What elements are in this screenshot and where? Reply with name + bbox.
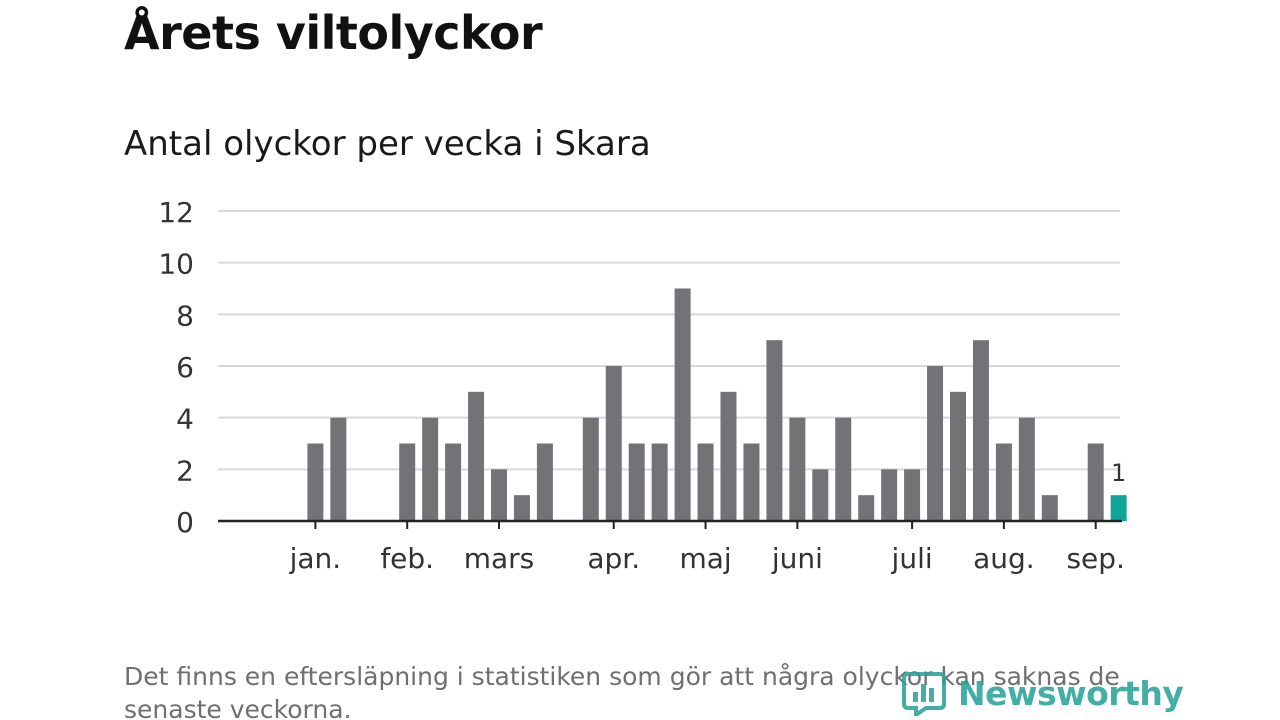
bar bbox=[835, 417, 852, 521]
bar bbox=[766, 340, 783, 521]
data-labels: 1 bbox=[1111, 459, 1126, 487]
y-axis-tick-labels: 0 2 4 6 8 10 12 bbox=[158, 196, 194, 539]
bar bbox=[582, 417, 599, 521]
x-axis: jan. feb. mars apr. maj juni juli aug. sep. bbox=[218, 519, 1125, 575]
bar bbox=[904, 469, 921, 521]
bar bbox=[536, 443, 553, 521]
bar bbox=[697, 443, 714, 521]
bar bbox=[950, 391, 966, 521]
bar bbox=[513, 495, 530, 521]
x-tick-label: mars bbox=[464, 542, 535, 575]
y-tick-label: 6 bbox=[176, 351, 194, 384]
page-title: Årets viltolyckor bbox=[124, 6, 543, 60]
bar bbox=[628, 443, 645, 521]
newsworthy-logo-icon bbox=[902, 672, 946, 716]
brand-name: Newsworthy bbox=[958, 673, 1184, 713]
bar bbox=[743, 443, 760, 521]
x-tick-label: juni bbox=[771, 542, 823, 575]
y-tick-label: 0 bbox=[176, 506, 194, 539]
bar bbox=[858, 495, 875, 521]
bar bbox=[972, 340, 989, 521]
bar bbox=[1018, 417, 1035, 521]
bar bbox=[445, 443, 462, 521]
bar bbox=[881, 469, 898, 521]
bar bbox=[720, 391, 737, 521]
x-tick-label: feb. bbox=[380, 542, 434, 575]
y-tick-label: 4 bbox=[176, 403, 194, 436]
x-tick-label: apr. bbox=[587, 542, 640, 575]
bar bbox=[307, 443, 324, 521]
y-tick-label: 12 bbox=[158, 196, 194, 229]
bar bbox=[422, 417, 439, 521]
gridlines bbox=[218, 210, 1120, 471]
newsworthy-logo: Newsworthy bbox=[902, 668, 1184, 718]
x-tick-label: juli bbox=[891, 542, 933, 575]
bar bbox=[1087, 443, 1104, 521]
x-tick-label: jan. bbox=[289, 542, 342, 575]
x-tick-label: aug. bbox=[973, 542, 1035, 575]
y-tick-label: 2 bbox=[176, 454, 194, 487]
bar bbox=[789, 417, 806, 521]
data-label: 1 bbox=[1111, 459, 1126, 487]
bar bbox=[812, 469, 829, 521]
bar bbox=[1041, 495, 1058, 521]
bar bbox=[927, 366, 944, 521]
highlight-bar bbox=[1110, 495, 1127, 521]
bar bbox=[468, 391, 485, 521]
bar bbox=[674, 288, 691, 521]
x-tick-label: sep. bbox=[1066, 542, 1125, 575]
bar bbox=[651, 443, 668, 521]
y-tick-label: 8 bbox=[176, 299, 194, 332]
y-tick-label: 10 bbox=[158, 248, 194, 281]
bar bbox=[399, 443, 416, 521]
bar bbox=[995, 443, 1012, 521]
bars bbox=[307, 288, 1127, 521]
bar bbox=[330, 417, 347, 521]
x-tick-label: maj bbox=[679, 542, 731, 575]
chart-subtitle: Antal olyckor per vecka i Skara bbox=[124, 124, 651, 164]
bar bbox=[491, 469, 507, 521]
bar bbox=[605, 366, 622, 521]
footnote: Det finns en eftersläpning i statistiken… bbox=[124, 662, 1120, 720]
